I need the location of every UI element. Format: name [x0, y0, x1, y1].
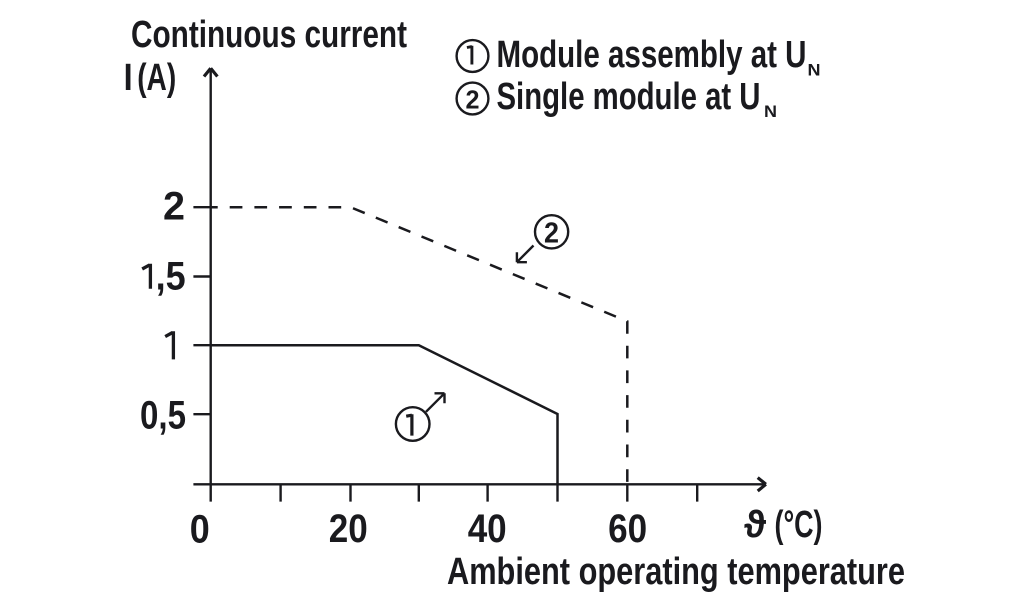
svg-text:0,5: 0,5 — [140, 394, 186, 438]
svg-text:40: 40 — [468, 507, 507, 551]
svg-text:N: N — [764, 102, 777, 121]
svg-text:2: 2 — [163, 185, 185, 229]
svg-text:0: 0 — [190, 508, 210, 552]
svg-text:N: N — [808, 61, 821, 80]
svg-text:Module assembly at U: Module assembly at U — [497, 34, 807, 76]
svg-text:I: I — [124, 57, 133, 99]
svg-text:2: 2 — [466, 85, 480, 115]
svg-text:Single module at U: Single module at U — [497, 76, 761, 118]
svg-text:20: 20 — [329, 507, 368, 551]
svg-text:Continuous current: Continuous current — [131, 14, 407, 56]
svg-text:Ambient operating temperature: Ambient operating temperature — [447, 551, 905, 593]
svg-text:60: 60 — [608, 507, 647, 551]
svg-text:,5: ,5 — [156, 255, 186, 299]
svg-text:(°C): (°C) — [775, 504, 823, 546]
svg-text:ϑ: ϑ — [744, 504, 767, 546]
svg-text:(A): (A) — [137, 57, 176, 99]
svg-text:2: 2 — [544, 218, 559, 250]
